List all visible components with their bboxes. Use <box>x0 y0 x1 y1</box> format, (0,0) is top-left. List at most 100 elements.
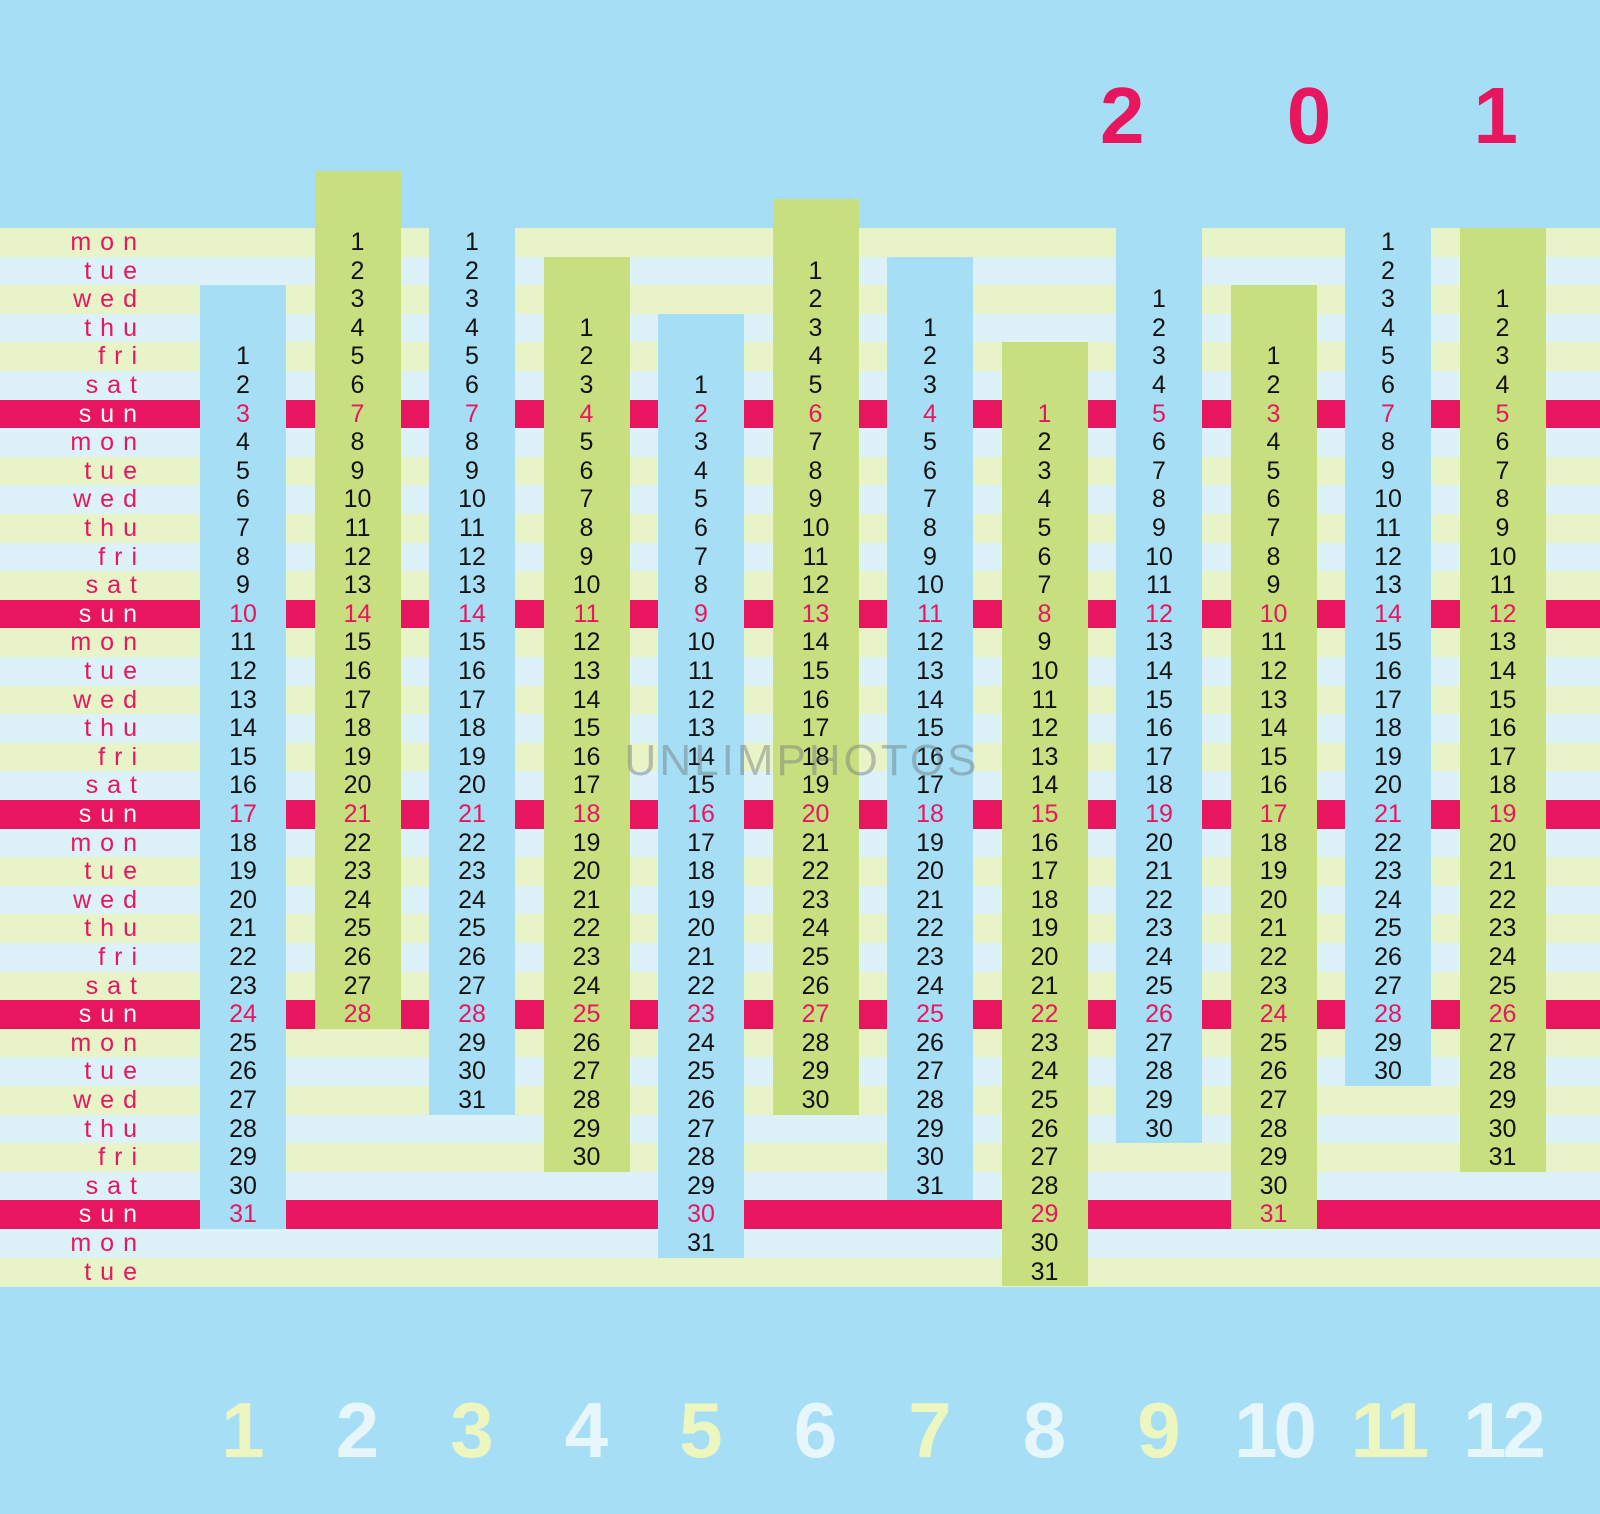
date-cell: 19 <box>1488 800 1517 828</box>
weekday-stripe <box>0 1229 1600 1259</box>
date-cell: 12 <box>458 542 486 571</box>
watermark: UNLIMPHOTOS <box>624 736 980 785</box>
date-cell: 24 <box>229 1000 257 1029</box>
date-cell: 17 <box>1374 685 1402 714</box>
date-cell: 4 <box>579 399 594 428</box>
date-cell: 26 <box>801 971 830 1000</box>
date-cell: 6 <box>694 514 708 542</box>
date-cell: 28 <box>229 1114 257 1143</box>
date-cell: 11 <box>1260 628 1287 657</box>
year-title: 2 0 1 0 <box>1100 71 1600 160</box>
date-cell: 23 <box>687 1000 715 1029</box>
date-cell: 16 <box>572 742 601 771</box>
date-cell: 16 <box>343 657 372 685</box>
date-cell: 1 <box>579 313 594 342</box>
date-cell: 15 <box>343 628 372 657</box>
date-cell: 21 <box>801 828 830 857</box>
date-cell: 2 <box>694 399 708 428</box>
date-cell: 9 <box>1495 514 1510 542</box>
date-cell: 4 <box>465 313 479 342</box>
date-cell: 31 <box>1030 1257 1059 1286</box>
date-cell: 12 <box>572 628 601 657</box>
date-cell: 31 <box>916 1171 944 1200</box>
date-cell: 1 <box>923 313 937 342</box>
date-cell: 6 <box>1152 428 1166 457</box>
date-cell: 26 <box>1030 1114 1059 1143</box>
date-cell: 27 <box>343 971 372 1000</box>
date-cell: 2 <box>236 371 250 399</box>
weekday-label-mon: mon <box>70 628 146 657</box>
date-cell: 27 <box>916 1057 944 1086</box>
date-cell: 3 <box>1266 399 1281 428</box>
date-cell: 14 <box>1259 714 1288 743</box>
date-cell: 3 <box>1381 285 1395 314</box>
date-cell: 8 <box>1152 485 1166 514</box>
date-cell: 19 <box>458 742 486 771</box>
date-cell: 23 <box>1145 914 1173 943</box>
date-cell: 5 <box>1152 399 1166 428</box>
date-cell: 2 <box>1037 428 1052 457</box>
month-number-9: 9 <box>1137 1386 1181 1474</box>
date-cell: 16 <box>229 771 257 800</box>
date-cell: 1 <box>236 342 250 371</box>
month-column-12 <box>1459 228 1546 1172</box>
date-cell: 6 <box>350 371 365 399</box>
date-cell: 16 <box>801 685 830 714</box>
date-cell: 13 <box>916 657 944 685</box>
date-cell: 16 <box>1488 714 1517 743</box>
date-cell: 18 <box>229 828 257 857</box>
date-cell: 13 <box>1374 571 1402 600</box>
weekday-label-thu: thu <box>84 313 146 342</box>
date-cell: 6 <box>1037 542 1052 571</box>
date-cell: 10 <box>1488 542 1517 571</box>
date-cell: 22 <box>572 914 601 943</box>
date-cell: 20 <box>229 885 257 914</box>
weekday-label-wed: wed <box>73 485 146 514</box>
date-cell: 18 <box>1030 885 1059 914</box>
date-cell: 13 <box>1030 742 1059 771</box>
date-cell: 1 <box>1152 285 1166 314</box>
date-cell: 26 <box>687 1086 715 1114</box>
date-cell: 8 <box>1037 599 1052 628</box>
date-cell: 15 <box>229 742 257 771</box>
date-cell: 23 <box>1488 914 1517 943</box>
date-cell: 10 <box>687 628 715 657</box>
date-cell: 5 <box>1381 342 1395 371</box>
date-cell: 25 <box>687 1057 715 1086</box>
date-cell: 3 <box>694 428 708 457</box>
month-column-9 <box>1116 228 1202 1144</box>
date-cell: 26 <box>1145 1000 1173 1029</box>
weekday-label-sat: sat <box>85 1171 146 1200</box>
date-cell: 8 <box>465 428 479 457</box>
date-cell: 4 <box>1152 371 1166 399</box>
date-cell: 4 <box>236 428 250 457</box>
month-column-2 <box>314 170 401 1029</box>
date-cell: 23 <box>801 885 830 914</box>
date-cell: 8 <box>579 514 594 542</box>
month-column-5 <box>658 313 744 1258</box>
date-cell: 31 <box>458 1086 486 1114</box>
date-cell: 21 <box>1259 914 1288 943</box>
date-cell: 13 <box>687 714 715 743</box>
date-cell: 26 <box>1259 1057 1288 1086</box>
month-number-7: 7 <box>908 1386 952 1474</box>
date-cell: 26 <box>916 1028 944 1057</box>
weekday-label-tue: tue <box>84 857 146 886</box>
date-cell: 20 <box>1145 828 1173 857</box>
month-column-1 <box>200 285 286 1229</box>
date-cell: 27 <box>1030 1143 1059 1172</box>
date-cell: 16 <box>458 657 486 685</box>
date-cell: 29 <box>1259 1143 1288 1172</box>
date-cell: 19 <box>229 857 257 886</box>
weekday-label-mon: mon <box>70 1028 146 1057</box>
date-cell: 11 <box>1031 685 1058 714</box>
weekday-label-mon: mon <box>70 1229 146 1257</box>
date-cell: 26 <box>1488 1000 1517 1029</box>
date-cell: 15 <box>687 771 715 800</box>
month-number-12: 12 <box>1463 1386 1546 1474</box>
date-cell: 14 <box>1488 657 1517 685</box>
date-cell: 13 <box>343 571 372 600</box>
date-cell: 11 <box>344 514 371 542</box>
date-cell: 1 <box>1266 342 1281 371</box>
date-cell: 29 <box>916 1114 944 1143</box>
